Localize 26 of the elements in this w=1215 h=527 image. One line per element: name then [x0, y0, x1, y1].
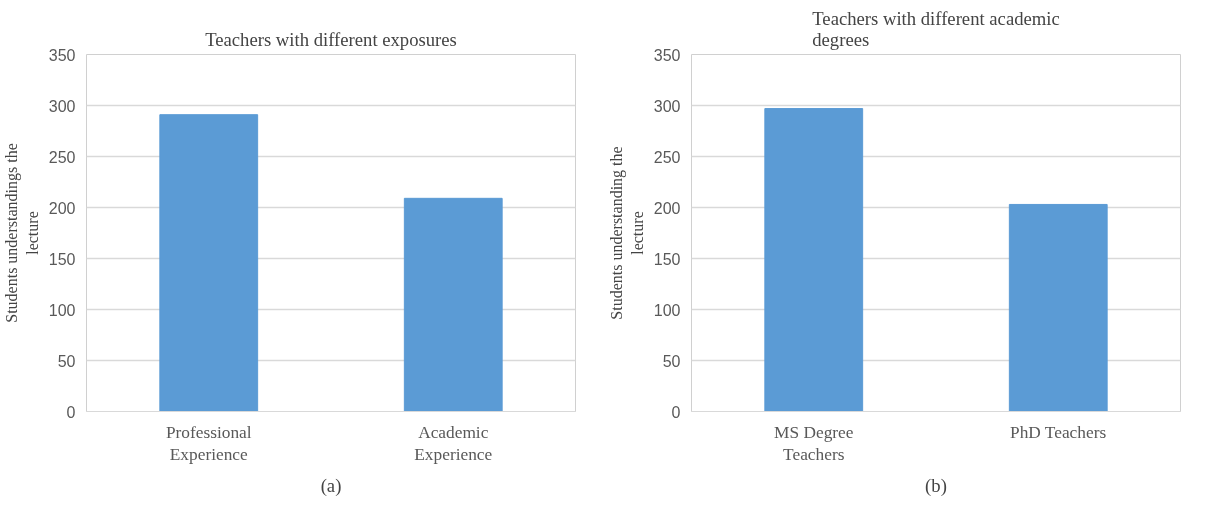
y-tick-label: 50 — [662, 352, 681, 370]
y-tick-label: 0 — [66, 403, 76, 421]
text: (b) — [925, 474, 947, 497]
y-tick-label: 150 — [48, 250, 76, 268]
x-tick-label: Professional Experience — [165, 422, 252, 465]
y-tick-label: 0 — [671, 403, 681, 421]
y-axis-title: Students understandings the lecture — [3, 143, 41, 323]
y-tick-label: 100 — [48, 301, 76, 319]
y-tick-label: 350 — [48, 46, 76, 64]
y-tick-label: 50 — [57, 352, 76, 370]
y-tick-label: 100 — [653, 301, 681, 319]
y-tick-label: 250 — [48, 148, 76, 166]
x-tick-label: Academic Experience — [414, 422, 493, 465]
y-tick-label: 350 — [653, 46, 681, 64]
x-tick-label: PhD Teachers — [1010, 422, 1107, 442]
y-tick-label: 300 — [48, 97, 76, 115]
chart-title: Teachers with different exposures — [205, 28, 457, 50]
y-tick-label: 150 — [653, 250, 681, 268]
y-tick-label: 300 — [653, 97, 681, 115]
y-tick-label: 200 — [653, 199, 681, 217]
y-tick-label: 250 — [653, 148, 681, 166]
y-tick-label: 200 — [48, 199, 76, 217]
text: (a) — [320, 474, 342, 497]
y-axis-title: Students understanding the lecture — [608, 146, 646, 320]
chart-title: Teachers with different academic degrees — [812, 7, 1060, 50]
x-tick-label: MS Degree Teachers — [774, 422, 854, 465]
